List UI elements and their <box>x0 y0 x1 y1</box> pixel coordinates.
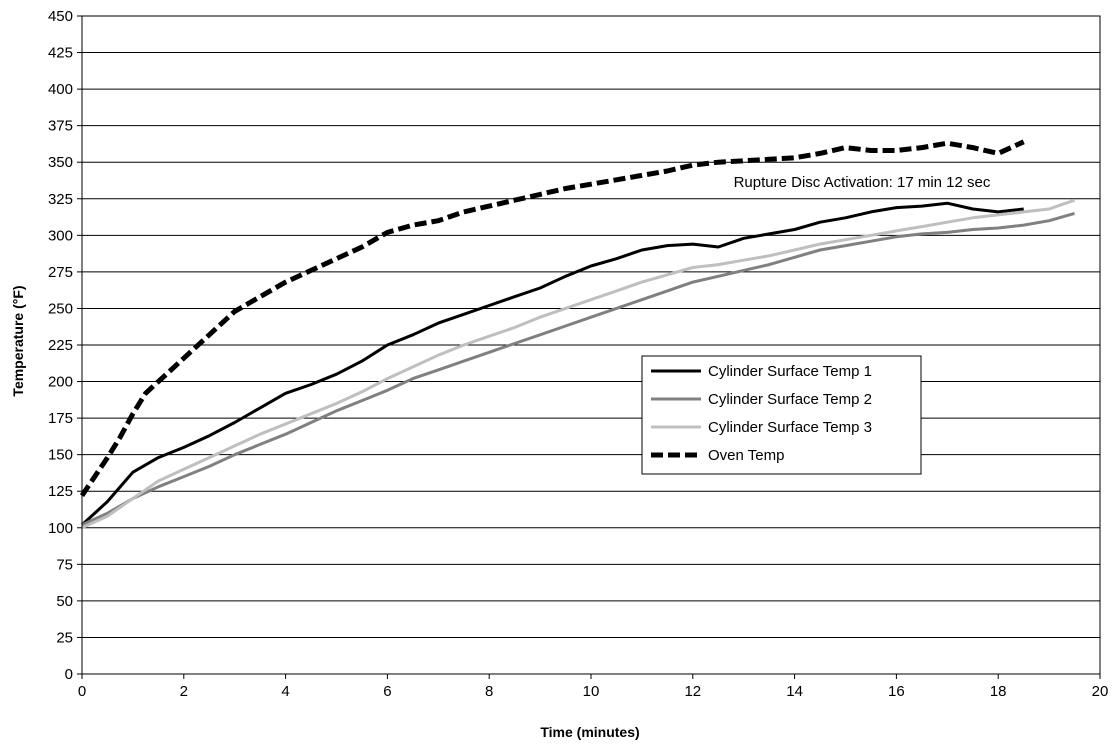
x-axis-title: Time (minutes) <box>540 724 639 740</box>
y-tick-label: 450 <box>48 8 73 25</box>
series-line-4 <box>79 139 1025 497</box>
y-tick-label: 325 <box>48 191 73 208</box>
y-tick-label: 0 <box>65 666 73 683</box>
y-tick-label: 200 <box>48 374 73 391</box>
legend-label-4: Oven Temp <box>708 447 784 464</box>
y-tick-label: 350 <box>48 154 73 171</box>
x-tick-label: 18 <box>990 683 1007 700</box>
series-line-3 <box>81 198 1075 530</box>
y-tick-label: 400 <box>48 81 73 98</box>
x-tick-label: 8 <box>485 683 493 700</box>
x-tick-label: 10 <box>583 683 600 700</box>
y-tick-label: 250 <box>48 300 73 317</box>
x-tick-label: 12 <box>684 683 701 700</box>
tick-label-layer: 0255075100125150175200225250275300325350… <box>48 8 1108 700</box>
x-tick-label: 4 <box>281 683 289 700</box>
series-layer <box>79 139 1075 530</box>
y-tick-label: 125 <box>48 483 73 500</box>
y-axis-title: Temperature (°F) <box>10 285 26 396</box>
annotation-rupture-disc: Rupture Disc Activation: 17 min 12 sec <box>734 174 991 191</box>
y-tick-label: 50 <box>56 593 73 610</box>
x-tick-label: 14 <box>786 683 803 700</box>
y-tick-label: 300 <box>48 227 73 244</box>
x-tick-label: 0 <box>78 683 86 700</box>
series-line-1 <box>80 201 1024 527</box>
y-tick-label: 100 <box>48 520 73 537</box>
plot-area-border <box>81 15 1101 675</box>
series-line-2 <box>81 211 1075 527</box>
legend-label-3: Cylinder Surface Temp 3 <box>708 419 872 436</box>
x-tick-label: 16 <box>888 683 905 700</box>
axis-layer <box>77 15 1101 679</box>
x-tick-label: 6 <box>383 683 391 700</box>
y-tick-label: 275 <box>48 264 73 281</box>
legend: Cylinder Surface Temp 1 Cylinder Surface … <box>641 355 922 475</box>
y-tick-label: 225 <box>48 337 73 354</box>
y-tick-label: 75 <box>56 556 73 573</box>
y-tick-label: 175 <box>48 410 73 427</box>
y-tick-label: 425 <box>48 45 73 62</box>
x-tick-label: 2 <box>180 683 188 700</box>
y-tick-label: 25 <box>56 629 73 646</box>
y-tick-label: 375 <box>48 118 73 135</box>
y-tick-label: 150 <box>48 447 73 464</box>
grid-layer <box>82 15 1100 638</box>
x-tick-label: 20 <box>1092 683 1109 700</box>
legend-label-2: Cylinder Surface Temp 2 <box>708 391 872 408</box>
legend-label-1: Cylinder Surface Temp 1 <box>708 363 872 380</box>
